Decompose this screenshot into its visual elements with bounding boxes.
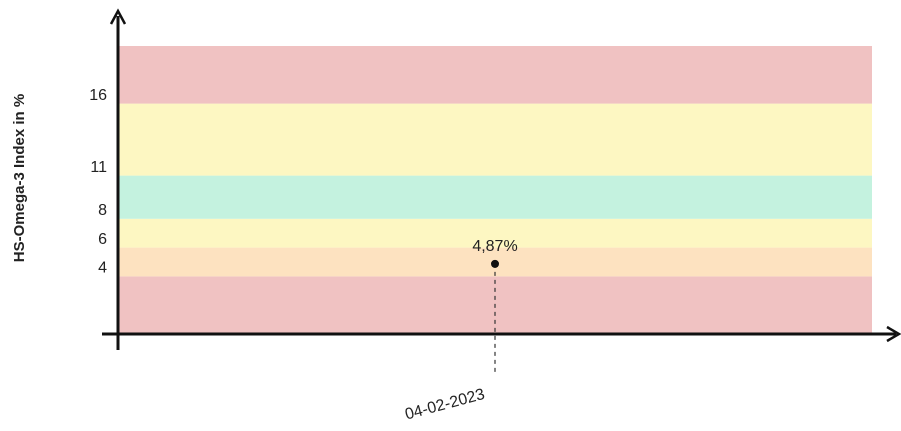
band xyxy=(118,46,872,104)
band xyxy=(118,103,872,176)
band xyxy=(118,218,872,248)
point xyxy=(491,259,499,268)
y-tick-label: 4 xyxy=(98,260,107,277)
band xyxy=(118,175,872,219)
y-tick-label: 11 xyxy=(90,159,107,176)
y-tick-label: 16 xyxy=(89,87,107,104)
value-label: 4,87% xyxy=(472,238,517,255)
x-tick-label: 04-02-2023 xyxy=(403,386,487,424)
y-tick-label: 6 xyxy=(98,231,107,248)
y-axis-arrow xyxy=(109,8,127,25)
y-tick-label: 8 xyxy=(98,202,107,219)
y-axis-label: HS-Omega-3 Index in % xyxy=(11,94,28,262)
x-axis-arrow xyxy=(886,325,901,343)
